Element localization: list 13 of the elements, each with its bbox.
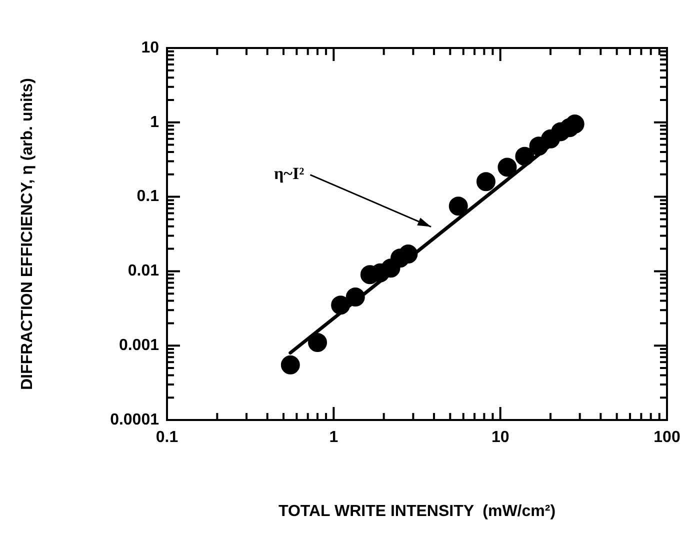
x-tick-label: 10 (491, 429, 510, 446)
y-axis-title: DIFFRACTION EFFICIENCY, η (arb. units) (19, 78, 36, 390)
x-tick-label: 100 (654, 429, 680, 446)
y-tick-label: 0.0001 (110, 411, 160, 428)
x-axis-title: TOTAL WRITE INTENSITY (mW/cm²) (278, 502, 556, 520)
y-tick-label: 10 (141, 39, 160, 56)
y-tick-label: 0.001 (118, 337, 160, 354)
x-tick-label: 1 (329, 429, 338, 446)
annotation: η~I² (274, 164, 304, 184)
y-tick-label: 0.01 (128, 262, 160, 280)
y-tick-label: 1 (150, 114, 160, 131)
x-tick-label: 0.1 (156, 429, 178, 446)
y-tick-label: 0.1 (136, 188, 160, 206)
